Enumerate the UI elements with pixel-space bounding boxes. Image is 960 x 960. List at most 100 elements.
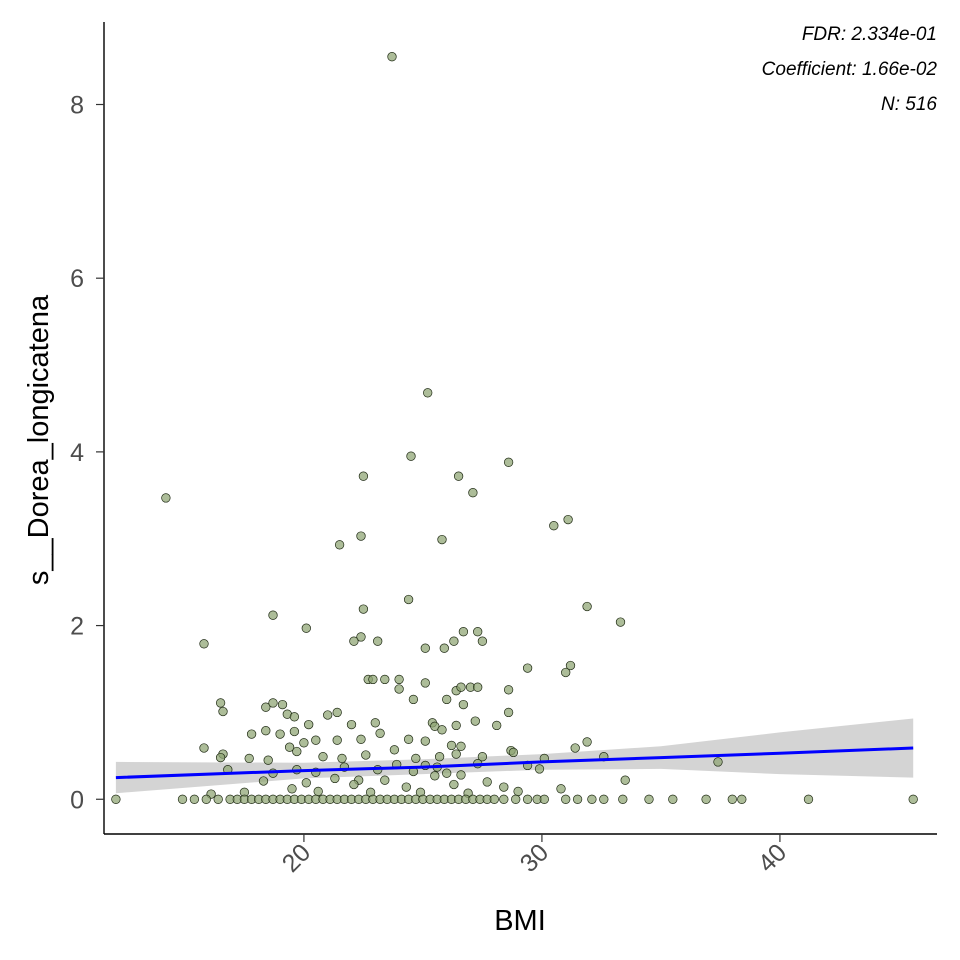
y-tick-label: 8	[70, 92, 84, 120]
data-point	[356, 734, 366, 744]
data-point	[277, 699, 288, 710]
data-point	[572, 794, 583, 804]
data-point	[644, 794, 654, 804]
data-point	[275, 729, 285, 739]
data-point	[563, 514, 573, 525]
data-point	[268, 698, 278, 708]
data-point	[615, 617, 626, 627]
y-tick-label: 4	[70, 439, 84, 467]
data-point	[458, 699, 469, 710]
data-point	[522, 663, 533, 673]
fit-line	[115, 746, 914, 780]
data-point	[394, 684, 404, 694]
annotation-coefficient: Coefficient: 1.66e-02	[762, 59, 938, 80]
data-point	[499, 794, 509, 804]
data-point	[411, 753, 421, 764]
y-tick-label: 2	[70, 613, 84, 641]
data-point	[380, 674, 390, 685]
data-point	[513, 786, 523, 797]
data-point	[218, 706, 228, 717]
data-point	[287, 784, 297, 794]
data-point	[492, 720, 502, 731]
data-point	[473, 682, 483, 692]
data-point	[522, 794, 533, 804]
data-point	[268, 610, 278, 620]
data-point	[561, 667, 571, 678]
data-point	[215, 752, 226, 763]
data-point	[394, 674, 404, 685]
data-point	[737, 794, 747, 804]
data-point	[337, 753, 347, 764]
data-point	[403, 734, 414, 744]
data-point	[401, 782, 411, 792]
data-point	[434, 752, 445, 762]
data-point	[456, 682, 466, 692]
data-point	[289, 712, 300, 722]
y-axis-title: s__Dorea_longicatena	[23, 294, 55, 585]
regression-line	[115, 746, 914, 780]
data-point	[437, 534, 447, 545]
data-point	[503, 707, 514, 718]
data-point	[356, 531, 366, 541]
data-point	[503, 457, 514, 467]
y-tick-label: 0	[70, 786, 84, 814]
data-point	[261, 702, 271, 712]
data-point	[430, 771, 440, 781]
data-point	[332, 735, 342, 745]
data-point	[406, 451, 416, 461]
data-point	[458, 627, 469, 637]
data-point	[489, 794, 499, 804]
data-point	[111, 794, 121, 804]
data-point	[299, 738, 309, 748]
data-point	[258, 776, 269, 786]
data-point	[442, 694, 452, 705]
data-point	[420, 678, 430, 688]
data-points	[111, 52, 918, 804]
data-point	[451, 749, 461, 759]
data-point	[449, 636, 459, 646]
y-axis-ticks: 0 2 4 6 8	[70, 92, 104, 814]
data-point	[199, 743, 209, 753]
data-point	[508, 747, 519, 758]
data-point	[477, 752, 488, 762]
data-point	[446, 740, 457, 751]
data-point	[803, 794, 814, 804]
data-point	[582, 737, 592, 747]
data-point	[246, 729, 257, 739]
data-point	[292, 746, 302, 757]
data-point	[503, 685, 514, 695]
data-point	[561, 794, 571, 804]
data-point	[587, 794, 597, 804]
data-point	[349, 779, 359, 790]
data-point	[449, 779, 459, 790]
data-point	[349, 636, 359, 646]
data-point	[301, 778, 311, 788]
data-point	[189, 794, 200, 804]
data-point	[244, 753, 254, 764]
x-tick-label: 20	[277, 838, 316, 877]
data-point	[713, 757, 723, 767]
data-point	[570, 743, 580, 753]
data-point	[727, 794, 737, 804]
data-point	[313, 786, 323, 797]
data-point	[263, 755, 273, 765]
data-point	[213, 794, 223, 804]
axes	[103, 22, 937, 835]
data-point	[668, 794, 678, 804]
data-point	[470, 716, 480, 726]
annotation-fdr: FDR: 2.334e-01	[802, 24, 937, 45]
data-point	[456, 741, 466, 751]
data-point	[284, 742, 295, 752]
data-point	[556, 784, 566, 794]
data-point	[549, 521, 559, 531]
data-point	[323, 710, 333, 720]
data-point	[389, 745, 400, 755]
data-point	[361, 750, 371, 760]
data-point	[380, 775, 390, 785]
data-point	[334, 540, 345, 550]
data-point	[456, 770, 466, 780]
data-point	[311, 735, 321, 745]
data-point	[318, 752, 328, 762]
data-point	[908, 794, 918, 804]
